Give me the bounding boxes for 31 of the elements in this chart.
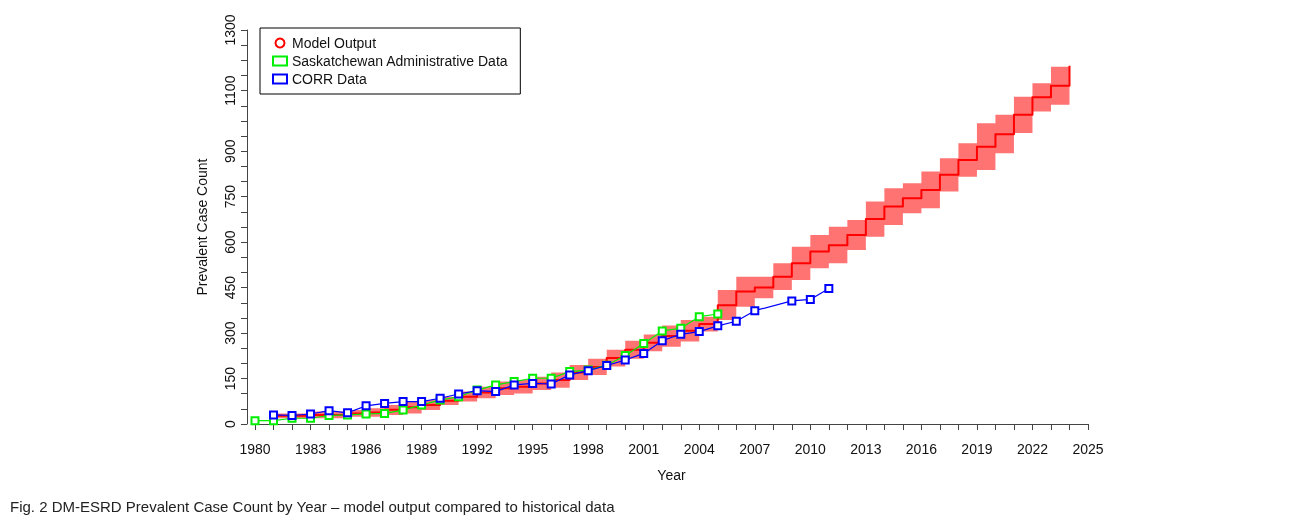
x-tick-label: 2007 [739,441,771,457]
x-tick-label: 1989 [406,441,438,457]
caption: Fig. 2 DM-ESRD Prevalent Case Count by Year – model output compared to historical data [10,498,616,515]
y-tick-label: 900 [222,139,238,163]
legend-label: Saskatchewan Administrative Data [292,53,508,69]
y-tick-label: 0 [222,419,238,428]
x-tick-label: 2025 [1072,441,1104,457]
y-tick-label: 600 [222,230,238,254]
y-tick-label: 1300 [222,14,238,46]
x-tick-label: 2001 [628,441,660,457]
x-tick-label: 1995 [517,441,549,457]
x-tick-label: 1998 [572,441,604,457]
x-tick-label: 1983 [294,441,327,457]
y-tick-label: 150 [222,366,238,391]
y-axis-title: Prevalent Case Count [194,158,210,296]
x-axis-title: Year [657,467,686,483]
x-tick-label: 2010 [794,441,827,457]
x-tick-label: 2019 [961,441,993,457]
x-tick-label: 1980 [239,441,271,457]
x-tick-label: 1992 [461,441,493,457]
x-tick-label: 2016 [905,441,938,457]
y-tick-label: 1100 [222,75,238,106]
y-tick-label: 450 [222,275,238,300]
legend-label: Model Output [292,35,377,51]
x-tick-label: 2013 [850,441,882,457]
y-tick-label: 300 [222,321,238,345]
y-tick-label: 750 [222,184,238,209]
legend-label: CORR Data [292,71,367,87]
x-tick-label: 2022 [1016,441,1049,457]
x-tick-label: 2004 [683,441,716,457]
x-tick-label: 1986 [350,441,382,457]
